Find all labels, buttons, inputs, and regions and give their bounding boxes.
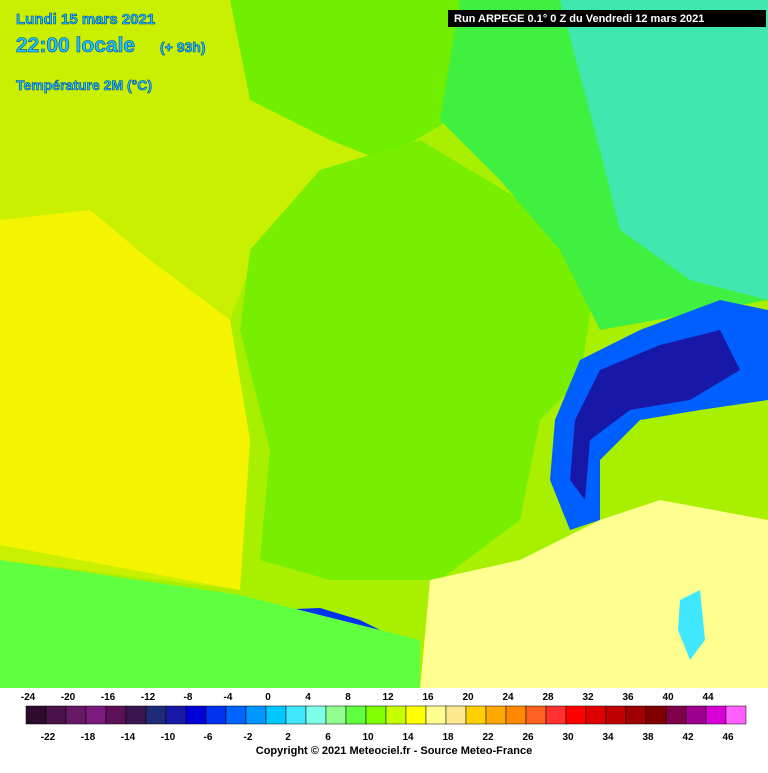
legend-label: -6 xyxy=(204,732,213,743)
run-info: Run ARPEGE 0.1° 0 Z du Vendredi 12 mars … xyxy=(454,13,704,25)
date: Lundi 15 mars 2021 xyxy=(16,11,155,28)
legend-label: -12 xyxy=(141,692,156,703)
legend-label: 6 xyxy=(325,732,331,743)
legend-label: 46 xyxy=(722,732,734,743)
legend-swatch xyxy=(665,705,687,725)
legend-swatch xyxy=(225,705,247,725)
legend-swatch xyxy=(245,705,267,725)
legend-swatch xyxy=(325,705,347,725)
legend-label: 44 xyxy=(702,692,714,703)
legend-swatch xyxy=(545,705,567,725)
legend-swatch xyxy=(405,705,427,725)
legend-swatch xyxy=(505,705,527,725)
legend-label: 36 xyxy=(622,692,634,703)
copyright: Copyright © 2021 Meteociel.fr - Source M… xyxy=(256,745,532,757)
variable: Température 2M (°C) xyxy=(16,77,152,93)
legend-swatch xyxy=(185,705,207,725)
legend-label: 2 xyxy=(285,732,291,743)
legend-swatch xyxy=(265,705,287,725)
legend-swatch xyxy=(485,705,507,725)
legend-label: -14 xyxy=(121,732,136,743)
alps-cold xyxy=(570,330,740,500)
legend-label: 16 xyxy=(422,692,434,703)
legend-swatch xyxy=(85,705,107,725)
legend-label: -20 xyxy=(61,692,76,703)
legend-label: 12 xyxy=(382,692,394,703)
legend-swatch xyxy=(605,705,627,725)
france xyxy=(240,140,600,580)
spain xyxy=(0,560,420,690)
legend-swatch xyxy=(285,705,307,725)
legend-label: 32 xyxy=(582,692,594,703)
legend-label: 10 xyxy=(362,732,374,743)
lead-time: (+ 93h) xyxy=(160,39,206,55)
legend-label: 26 xyxy=(522,732,534,743)
legend-swatch xyxy=(645,705,667,725)
legend-label: 38 xyxy=(642,732,654,743)
legend-label: 14 xyxy=(402,732,414,743)
legend-label: 30 xyxy=(562,732,574,743)
legend-swatch xyxy=(625,705,647,725)
legend-swatch xyxy=(45,705,67,725)
legend-swatch xyxy=(725,705,747,725)
legend-label: -2 xyxy=(244,732,253,743)
legend-swatch xyxy=(365,705,387,725)
legend-swatch xyxy=(445,705,467,725)
legend-label: -4 xyxy=(224,692,233,703)
legend-label: 20 xyxy=(462,692,474,703)
legend-label: -8 xyxy=(184,692,193,703)
legend-swatch xyxy=(305,705,327,725)
legend-swatch xyxy=(65,705,87,725)
legend-label: -16 xyxy=(101,692,116,703)
legend-label: 28 xyxy=(542,692,554,703)
legend-label: -10 xyxy=(161,732,176,743)
legend: -24-22-20-18-16-14-12-10-8-6-4-202468101… xyxy=(21,692,747,743)
legend-swatch xyxy=(105,705,127,725)
legend-swatch xyxy=(205,705,227,725)
legend-swatch xyxy=(465,705,487,725)
legend-label: 18 xyxy=(442,732,454,743)
time: 22:00 locale xyxy=(16,34,135,57)
legend-swatch xyxy=(125,705,147,725)
legend-label: 4 xyxy=(305,692,311,703)
legend-label: 22 xyxy=(482,732,494,743)
mediterranean xyxy=(420,500,768,690)
legend-swatch xyxy=(145,705,167,725)
legend-swatch xyxy=(685,705,707,725)
legend-swatch xyxy=(165,705,187,725)
run-banner xyxy=(448,10,766,27)
legend-label: -22 xyxy=(41,732,56,743)
legend-label: 40 xyxy=(662,692,674,703)
legend-label: -24 xyxy=(21,692,36,703)
legend-panel xyxy=(0,688,768,768)
legend-label: 8 xyxy=(345,692,351,703)
legend-label: 0 xyxy=(265,692,271,703)
legend-swatch xyxy=(585,705,607,725)
legend-label: 34 xyxy=(602,732,614,743)
legend-swatch xyxy=(705,705,727,725)
atlantic-warm xyxy=(0,210,250,590)
legend-swatch xyxy=(565,705,587,725)
legend-swatch xyxy=(345,705,367,725)
legend-swatch xyxy=(525,705,547,725)
legend-label: 24 xyxy=(502,692,514,703)
legend-swatch xyxy=(385,705,407,725)
east-cool xyxy=(560,0,768,300)
legend-label: -18 xyxy=(81,732,96,743)
corsica xyxy=(678,590,705,660)
england xyxy=(230,0,460,160)
legend-swatch xyxy=(25,705,47,725)
legend-label: 42 xyxy=(682,732,694,743)
legend-swatch xyxy=(425,705,447,725)
